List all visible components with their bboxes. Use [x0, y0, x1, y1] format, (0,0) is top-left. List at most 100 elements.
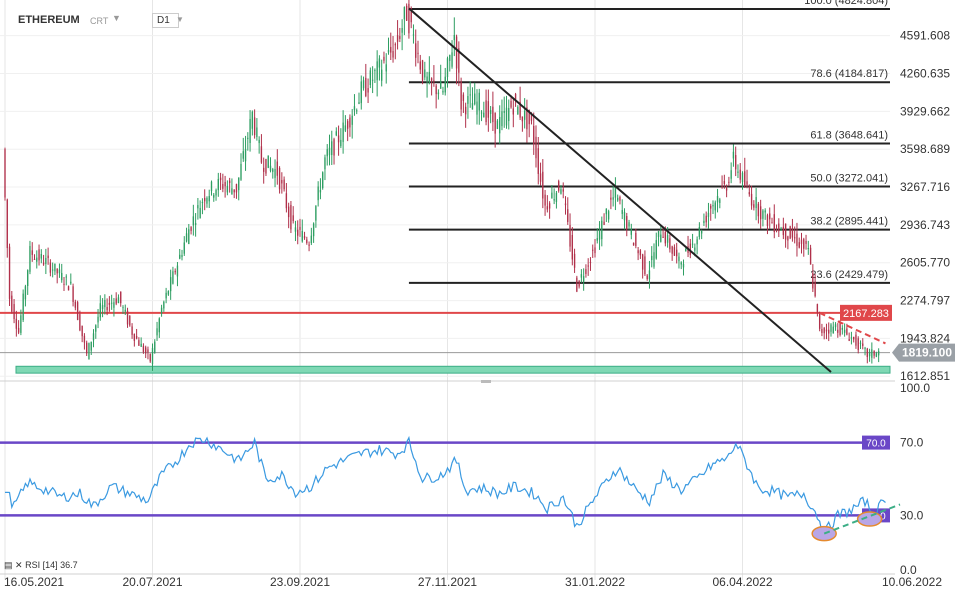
candle-body — [707, 212, 710, 217]
candle-body — [160, 307, 163, 314]
candle-body — [555, 192, 558, 202]
candle-body — [244, 148, 247, 162]
candle-body — [523, 110, 526, 120]
candle-body — [210, 181, 213, 192]
candle-body — [551, 192, 553, 198]
candle-body — [51, 269, 54, 271]
candle-body — [426, 76, 428, 82]
candle-body — [167, 291, 170, 295]
candle-body — [839, 323, 841, 335]
candle-body — [505, 107, 508, 126]
candle-body — [592, 249, 594, 251]
candle-body — [253, 117, 256, 136]
candle-body — [467, 96, 469, 104]
candle-body — [151, 347, 154, 365]
candle-body — [803, 239, 805, 249]
candle-body — [412, 34, 415, 36]
candle-body — [126, 310, 129, 325]
candle-body — [710, 205, 712, 209]
candle-body — [149, 353, 151, 362]
candle-body — [417, 52, 419, 54]
candle-body — [381, 69, 383, 81]
fib-label-23.6: 23.6 (2429.479) — [810, 269, 888, 281]
candle-body — [110, 302, 113, 304]
candle-body — [637, 250, 639, 254]
price-tick-label: 4591.608 — [900, 29, 950, 43]
candle-body — [853, 336, 855, 340]
candle-body — [95, 325, 97, 332]
candle-body — [106, 307, 108, 311]
candle-body — [185, 233, 188, 242]
candle-body — [571, 235, 573, 260]
candle-body — [494, 112, 496, 134]
candle-body — [537, 148, 539, 174]
candle-body — [769, 213, 771, 220]
candle-body — [217, 179, 219, 191]
x-tick-label: 27.11.2021 — [418, 575, 477, 589]
candle-body — [120, 291, 122, 304]
candle-body — [723, 181, 726, 184]
rsi-tick-label: 30.0 — [900, 508, 924, 522]
candle-body — [453, 34, 455, 41]
candle-body — [383, 56, 385, 61]
candle-body — [739, 169, 741, 180]
candle-body — [287, 206, 290, 218]
candle-body — [353, 106, 356, 111]
candle-body — [415, 43, 417, 58]
candle-body — [843, 329, 846, 333]
candle-body — [206, 197, 208, 204]
candle-body — [789, 226, 791, 239]
candle-body — [319, 190, 322, 193]
pane-resize-handle[interactable] — [481, 380, 491, 383]
close-icon[interactable]: ✕ — [15, 560, 23, 570]
candle-body — [399, 36, 401, 39]
candle-body — [569, 224, 571, 247]
candle-body — [101, 305, 104, 310]
candle-body — [31, 250, 33, 255]
candle-body — [306, 239, 308, 243]
rsi-ellipse-1 — [856, 511, 883, 527]
candle-body — [512, 108, 514, 115]
rsi-config-icon[interactable]: ▤ — [4, 560, 13, 570]
candle-body — [165, 292, 167, 299]
candle-body — [124, 309, 126, 312]
chevron-down-icon[interactable]: ▼ — [112, 13, 121, 23]
candle-body — [862, 343, 864, 346]
candle-body — [587, 265, 589, 267]
candle-body — [326, 149, 328, 157]
candle-body — [290, 204, 292, 230]
price-tick-label: 3598.689 — [900, 142, 950, 156]
candle-body — [267, 155, 269, 168]
candle-body — [226, 185, 229, 193]
rsi-legend: ▤ ✕ RSI [14] 36.7 — [4, 560, 78, 571]
candle-body — [773, 214, 775, 233]
candle-body — [582, 276, 585, 282]
timeframe-select[interactable]: D1 — [152, 13, 179, 28]
candle-body — [728, 181, 730, 183]
candle-body — [508, 108, 510, 122]
support-price-label: 2167.283 — [843, 308, 889, 320]
candle-body — [342, 122, 344, 142]
candle-body — [390, 46, 392, 53]
candle-body — [807, 247, 809, 250]
candle-body — [129, 315, 131, 326]
candle-body — [6, 199, 8, 249]
candle-body — [623, 211, 626, 221]
candle-body — [235, 184, 238, 193]
candle-body — [857, 338, 859, 351]
candle-body — [394, 44, 396, 46]
trend-line — [408, 7, 832, 373]
candle-body — [297, 229, 299, 236]
candle-body — [533, 125, 535, 145]
chevron-down-icon[interactable]: ▼ — [176, 15, 184, 24]
candle-body — [392, 51, 394, 58]
candle-body — [796, 233, 798, 246]
candle-body — [775, 230, 778, 232]
candle-body — [351, 115, 353, 125]
candle-body — [519, 101, 521, 118]
source-label[interactable]: CRT — [90, 16, 109, 26]
candle-body — [83, 335, 86, 343]
candle-body — [430, 78, 433, 81]
candle-body — [716, 196, 719, 203]
candle-body — [176, 265, 179, 277]
